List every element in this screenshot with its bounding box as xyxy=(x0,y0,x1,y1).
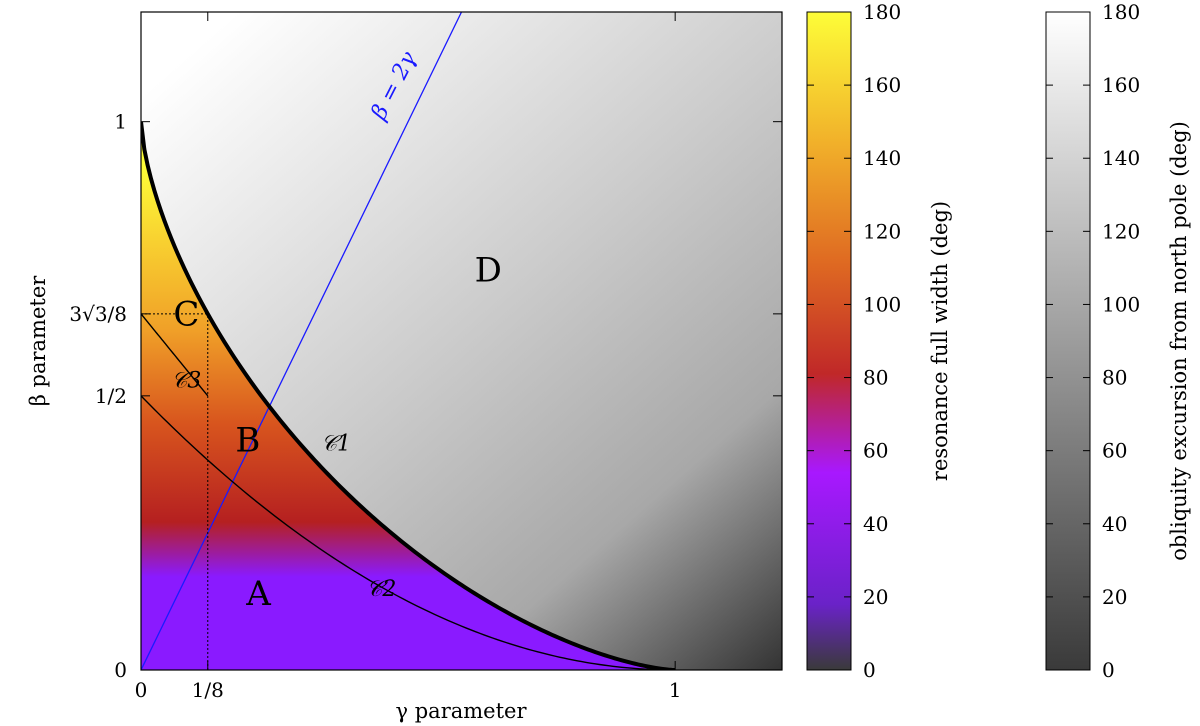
region-label: B xyxy=(235,421,260,461)
colorbar-tick-label: 140 xyxy=(1102,146,1140,170)
x-axis-label: γ parameter xyxy=(396,699,528,723)
x-tick-label: 0 xyxy=(135,678,148,702)
colorbar-tick-label: 100 xyxy=(1102,292,1140,316)
colorbar-tick-label: 180 xyxy=(863,0,901,24)
colorbar-resonance-gradient xyxy=(806,11,852,671)
colorbar-tick-label: 160 xyxy=(1102,73,1140,97)
curve-c1 xyxy=(141,121,676,670)
colorbar-tick-label: 60 xyxy=(863,439,888,463)
colorbar-resonance-label: resonance full width (deg) xyxy=(928,201,952,481)
colorbar-tick-label: 20 xyxy=(863,585,888,609)
curve-label: 𝒞3 xyxy=(171,368,201,393)
colorbar-obliquity-label: obliquity excursion from north pole (deg… xyxy=(1167,121,1191,561)
curve-c3 xyxy=(141,313,209,397)
colorbar-tick-label: 40 xyxy=(1102,512,1127,536)
colorbar-tick-label: 20 xyxy=(1102,585,1127,609)
region-label: D xyxy=(475,251,502,291)
colorbar-obliquity-gradient xyxy=(1045,11,1091,671)
x-tick-label: 1/8 xyxy=(192,678,224,702)
colorbar-tick-label: 0 xyxy=(863,658,876,682)
colorbar-tick-label: 120 xyxy=(1102,219,1140,243)
y-tick-label: 1 xyxy=(114,110,127,134)
colorbar-tick-label: 40 xyxy=(863,512,888,536)
curve-c2 xyxy=(141,395,676,670)
y-tick-label: 1/2 xyxy=(95,384,127,408)
colorbar-resonance-width: 0 20 40 60 80 100 120 140 160 180 resonance full … xyxy=(806,0,952,682)
x-tick-label: 1 xyxy=(669,678,682,702)
colorbar-obliquity: 0 20 40 60 80 100 120 140 160 180 obliquity excur… xyxy=(1045,0,1191,682)
colorbar-tick-label: 180 xyxy=(1102,0,1140,24)
colorbar-tick-label: 120 xyxy=(863,219,901,243)
colorbar-tick-label: 100 xyxy=(863,292,901,316)
curve-label: 𝒞1 xyxy=(321,431,351,456)
colorbar-tick-label: 80 xyxy=(1102,366,1127,390)
plot-frame xyxy=(140,11,783,671)
colorbar-tick-label: 80 xyxy=(863,366,888,390)
colorbar-tick-label: 160 xyxy=(863,73,901,97)
y-axis-label: β parameter xyxy=(26,275,50,407)
colorbar-tick-label: 140 xyxy=(863,146,901,170)
curve-label: 𝒞2 xyxy=(366,577,396,602)
colorbar-tick-label: 60 xyxy=(1102,439,1127,463)
y-tick-label: 3√3/8 xyxy=(69,302,127,326)
resonance-region xyxy=(141,121,676,670)
colorbar-tick-label: 0 xyxy=(1102,658,1115,682)
y-tick-label: 0 xyxy=(114,658,127,682)
region-label: A xyxy=(245,574,271,614)
region-label: C xyxy=(173,295,199,335)
line-beta-2gamma xyxy=(141,12,463,670)
